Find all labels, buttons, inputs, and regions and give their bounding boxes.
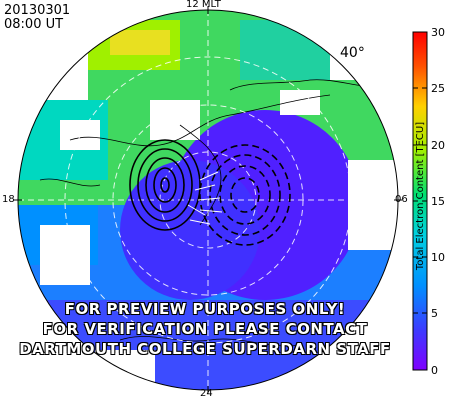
- watermark-line-2: FOR VERIFICATION PLEASE CONTACT: [42, 320, 368, 338]
- convection-contours-dawn: [199, 144, 291, 246]
- colorbar-title: Total Electron Content [TECU]: [415, 121, 426, 271]
- mlt-ticks: [14, 6, 402, 394]
- mlt-label-dusk: 18: [2, 194, 15, 205]
- colorbar-tick-label: 25: [431, 82, 445, 95]
- colorbar-tick-label: 10: [431, 251, 445, 264]
- date-label: 20130301: [4, 3, 71, 18]
- colorbar-tick-label: 30: [431, 26, 445, 39]
- colorbar-tick-label: 15: [431, 195, 445, 208]
- colorbar-tick-label: 0: [431, 364, 438, 377]
- mlt-label-dawn: 06: [395, 194, 408, 205]
- mlt-label-noon: 12 MLT: [186, 0, 221, 10]
- colorbar-tick-label: 5: [431, 307, 438, 320]
- colorbar-tick-label: 20: [431, 139, 445, 152]
- velocity-vectors: [187, 171, 223, 225]
- mlt-label-midnight: 24: [200, 388, 213, 399]
- colorbar-ticks: [413, 31, 427, 371]
- watermark-line-3: DARTMOUTH COLLEGE SUPERDARN STAFF: [19, 340, 391, 358]
- convection-contours-dusk: [129, 139, 201, 231]
- watermark-line-1: FOR PREVIEW PURPOSES ONLY!: [64, 300, 346, 318]
- time-label: 08:00 UT: [4, 17, 64, 32]
- latitude-limit-label: 40°: [340, 45, 365, 61]
